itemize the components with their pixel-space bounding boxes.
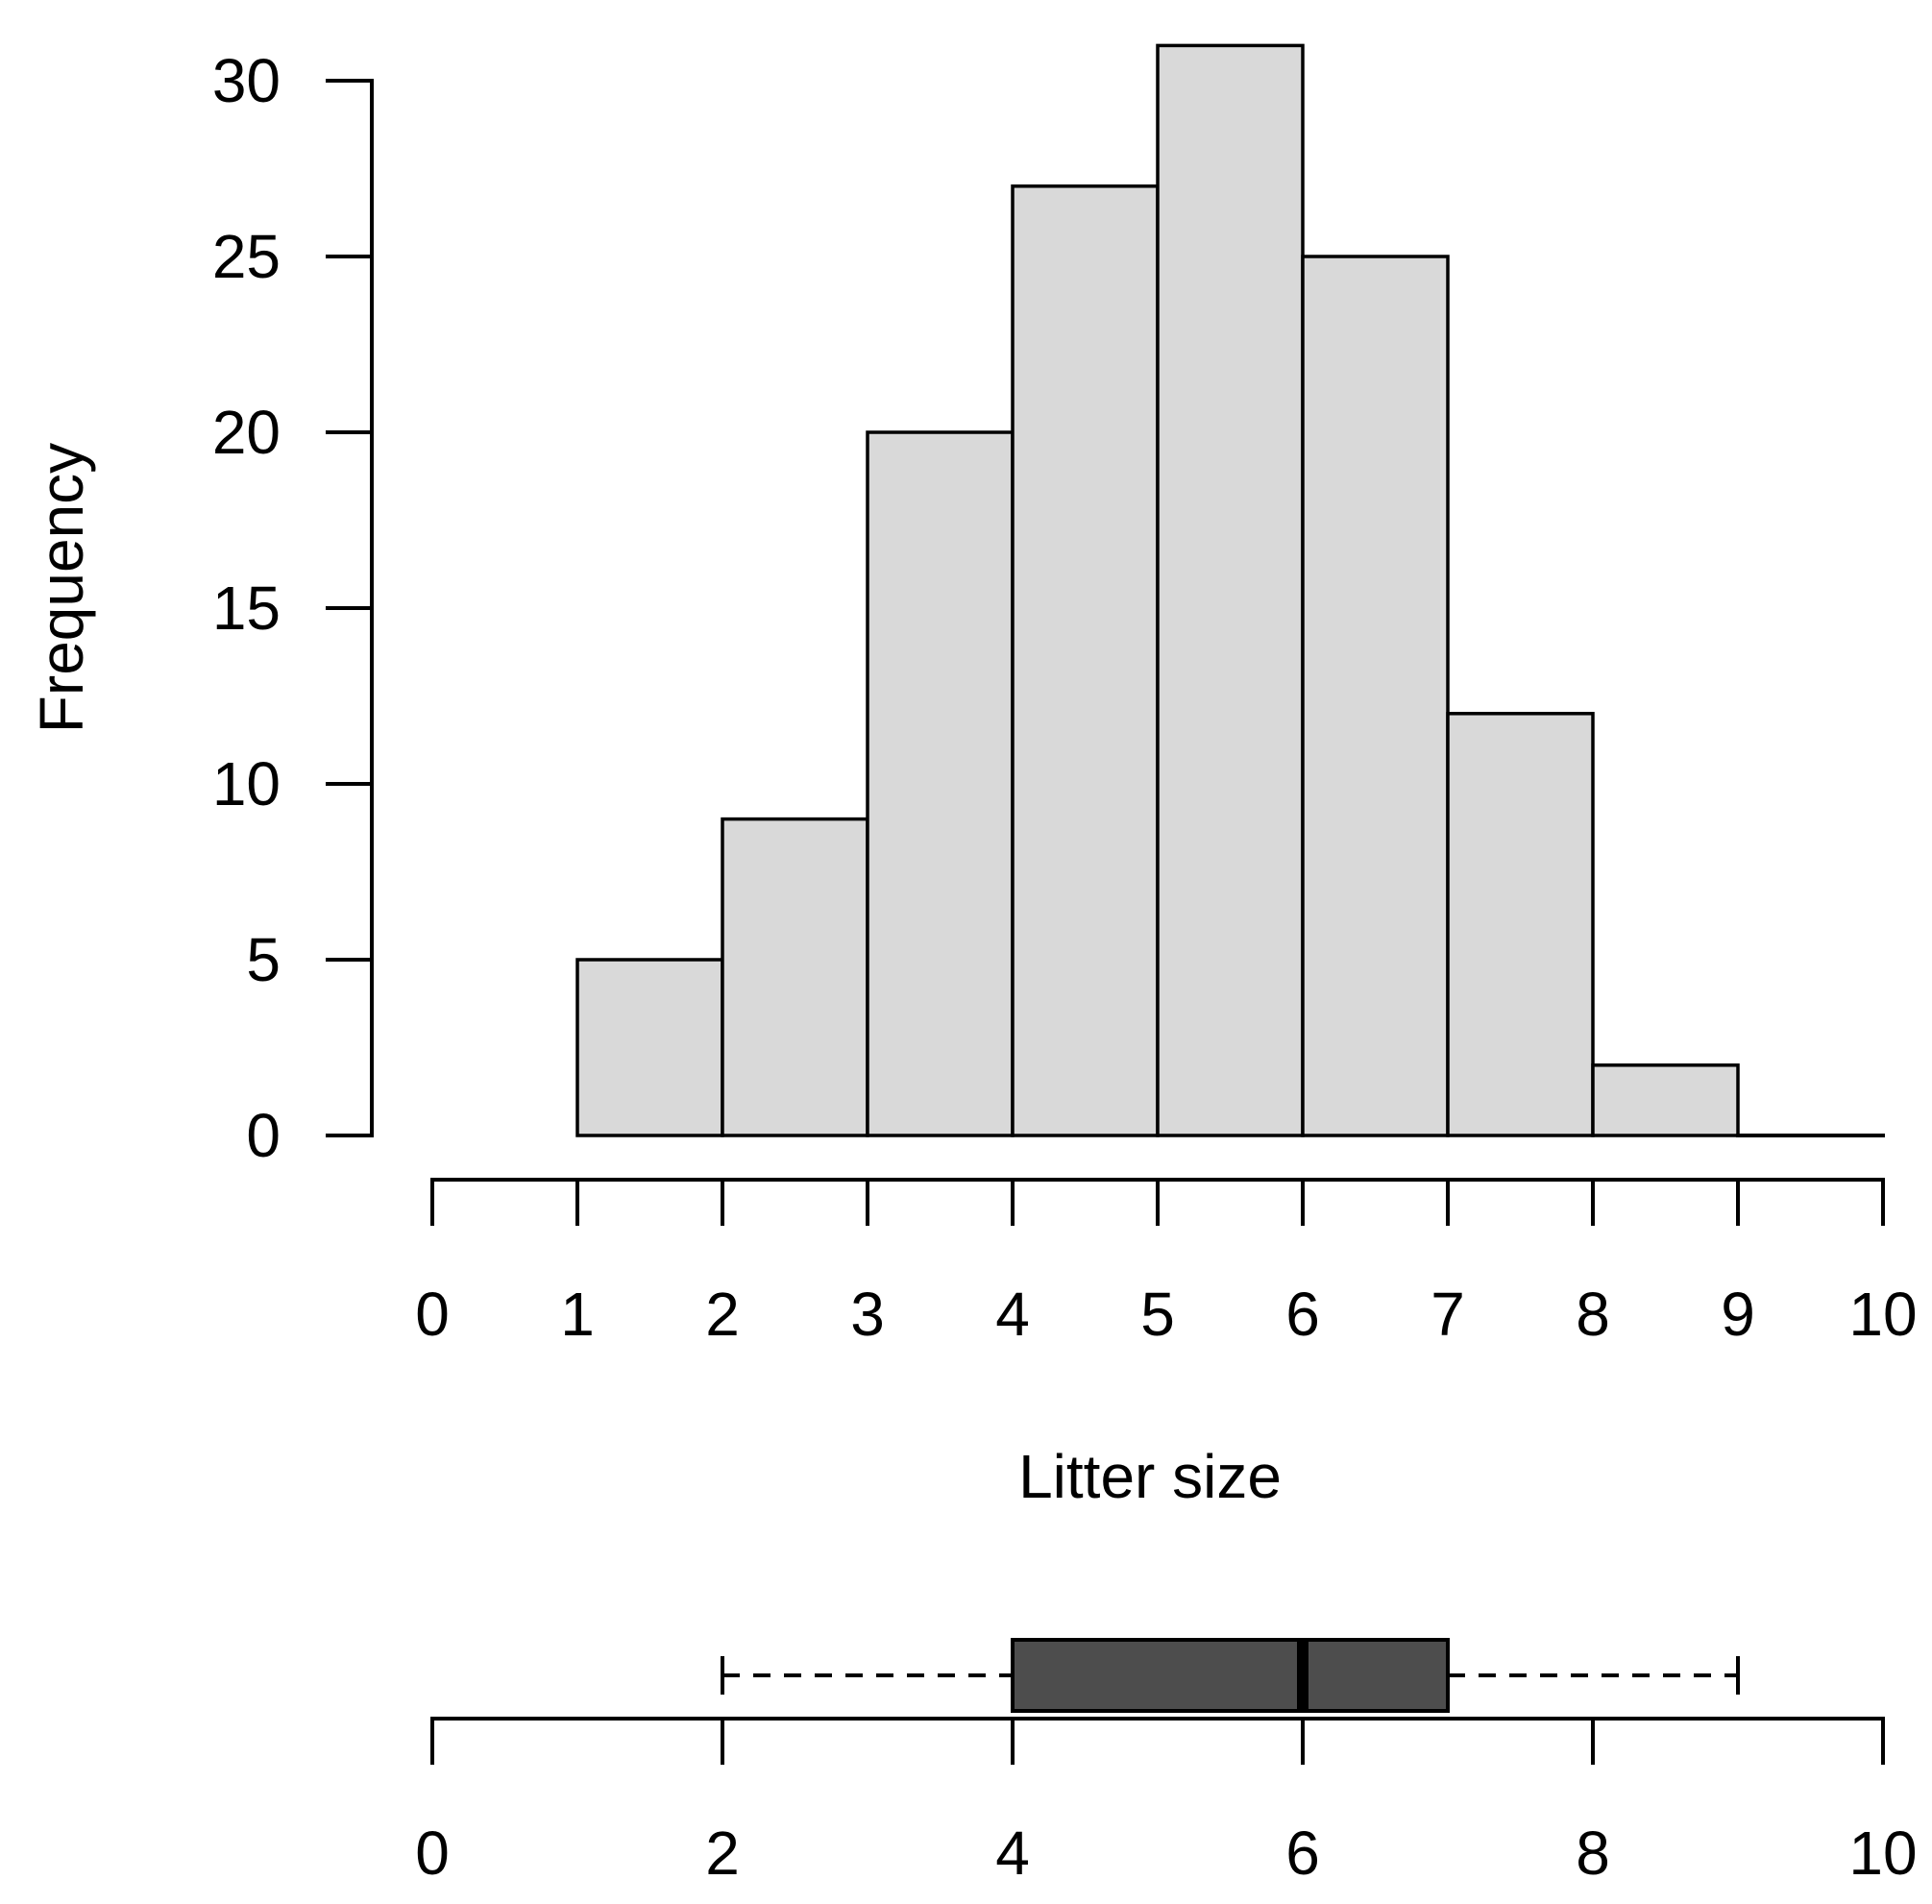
y-tick-label: 10 [212, 749, 281, 818]
y-tick-label: 30 [212, 46, 281, 115]
boxplot-tick-label: 8 [1576, 1819, 1610, 1888]
y-axis-title: Frequency [27, 443, 96, 733]
histogram-bar [1446, 712, 1595, 1137]
x-axis: 0 1 2 3 4 5 6 7 8 9 10 [415, 1178, 1918, 1349]
boxplot-tick-label: 10 [1848, 1819, 1917, 1888]
x-tick-label: 5 [1140, 1280, 1175, 1349]
y-tick-label: 5 [246, 925, 281, 994]
y-tick-label: 25 [212, 222, 281, 291]
y-tick-label: 15 [212, 574, 281, 643]
x-tick-label: 2 [705, 1280, 740, 1349]
y-axis: 0 5 10 15 20 25 30 [212, 46, 374, 1170]
histogram-bar [1301, 255, 1450, 1137]
histogram-bar [721, 817, 869, 1137]
boxplot-tick-label: 6 [1285, 1819, 1320, 1888]
histogram: 0 5 10 15 20 25 30 0 1 2 3 4 5 6 7 8 9 10 Frequency Litt… [27, 43, 1918, 1511]
boxplot: 0 2 4 6 8 10 [415, 1638, 1918, 1888]
boxplot-tick-label: 4 [995, 1819, 1030, 1888]
y-tick-label: 0 [246, 1101, 281, 1170]
histogram-bars [575, 43, 1885, 1137]
x-tick-label: 0 [415, 1280, 450, 1349]
histogram-bar [575, 958, 724, 1137]
histogram-bar [1156, 43, 1305, 1137]
boxplot-tick-label: 0 [415, 1819, 450, 1888]
boxplot-tick-label: 2 [705, 1819, 740, 1888]
x-axis-title: Litter size [1018, 1442, 1282, 1511]
x-tick-label: 6 [1285, 1280, 1320, 1349]
x-tick-label: 9 [1721, 1280, 1755, 1349]
x-tick-label: 7 [1431, 1280, 1465, 1349]
x-tick-label: 1 [560, 1280, 595, 1349]
boxplot-marks [721, 1638, 1740, 1713]
boxplot-box [1011, 1638, 1450, 1713]
y-tick-label: 20 [212, 398, 281, 467]
histogram-bar [866, 430, 1015, 1137]
histogram-bar [1591, 1063, 1740, 1137]
histogram-bar [1011, 184, 1160, 1137]
x-tick-label: 3 [850, 1280, 885, 1349]
boxplot-x-axis: 0 2 4 6 8 10 [415, 1717, 1918, 1888]
x-tick-label: 10 [1848, 1280, 1917, 1349]
x-tick-label: 4 [995, 1280, 1030, 1349]
x-tick-label: 8 [1576, 1280, 1610, 1349]
